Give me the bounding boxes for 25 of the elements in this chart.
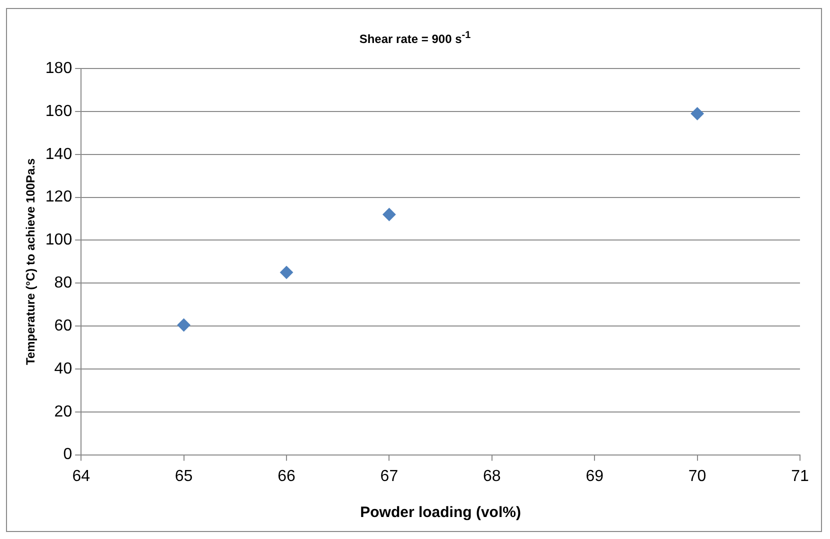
y-tick-label: 20 <box>54 403 72 420</box>
y-tick-label: 0 <box>63 446 72 464</box>
x-tick-label: 70 <box>688 468 706 485</box>
point <box>177 318 190 332</box>
point <box>280 266 293 279</box>
x-tick-label: 69 <box>586 468 604 485</box>
y-tick-label: 180 <box>45 60 72 78</box>
y-tick-label: 100 <box>45 232 72 249</box>
y-tick-label: 120 <box>45 188 72 206</box>
y-axis-title: Temperature (°C) to achieve 100Pa.s <box>24 158 38 366</box>
x-tick-label: 68 <box>483 468 501 485</box>
x-axis-title: Powder loading (vol%) <box>360 504 521 522</box>
x-tick-label: 65 <box>174 468 193 485</box>
point <box>690 107 704 120</box>
y-tick-label: 160 <box>45 102 72 120</box>
y-tick-label: 80 <box>54 274 72 292</box>
point <box>382 208 396 221</box>
y-tick-label: 40 <box>54 360 72 378</box>
y-tick-label: 140 <box>45 146 72 163</box>
x-tick-label: 64 <box>72 468 90 485</box>
x-tick-label: 67 <box>380 468 398 485</box>
x-tick-label: 66 <box>278 468 296 485</box>
x-tick-label: 71 <box>791 468 809 485</box>
chart-title: Shear rate = 900 s$^{-1}$ <box>358 30 472 46</box>
y-tick-label: 60 <box>54 317 72 334</box>
